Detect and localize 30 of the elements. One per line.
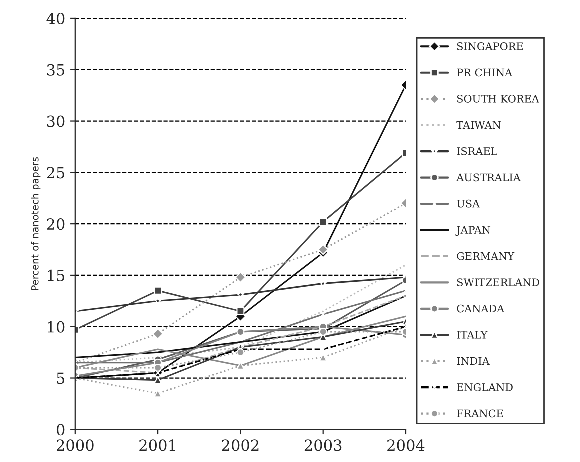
x-tick-label: 2000 xyxy=(56,440,94,452)
legend-label: SWITZERLAND xyxy=(457,278,540,286)
y-tick-label: 5 xyxy=(57,372,64,384)
y-tick-label: 15 xyxy=(48,270,64,282)
y-tick-label: 10 xyxy=(48,321,65,333)
y-tick-label: 20 xyxy=(47,218,65,230)
y-tick-label: 25 xyxy=(47,167,64,179)
x-tick-label: 2003 xyxy=(304,440,342,452)
legend-label: SINGAPORE xyxy=(457,42,523,50)
legend-label: SOUTH KOREA xyxy=(457,95,540,103)
legend-label: FRANCE xyxy=(457,410,504,418)
y-tick-label: 0 xyxy=(56,424,65,436)
legend-label: INDIA xyxy=(457,357,490,366)
legend-label: CANADA xyxy=(457,304,505,313)
legend-label: ENGLAND xyxy=(457,384,513,392)
legend-label: GERMANY xyxy=(457,252,515,260)
x-tick-label: 2002 xyxy=(222,440,259,452)
legend-label: PR CHINA xyxy=(457,68,513,77)
legend-label: ITALY xyxy=(457,331,488,339)
y-tick-label: 40 xyxy=(46,12,65,24)
x-tick-label: 2001 xyxy=(140,440,176,452)
legend-label: ISRAEL xyxy=(457,147,498,156)
legend-label: AUSTRALIA xyxy=(456,174,521,182)
y-tick-label: 30 xyxy=(47,116,65,128)
y-tick-label: 35 xyxy=(47,64,64,76)
y-axis-title: Percent of nanotech papers xyxy=(31,158,41,290)
legend-label: TAIWAN xyxy=(456,121,501,130)
x-tick-label: 2004 xyxy=(388,440,425,452)
legend-label: USA xyxy=(457,200,480,208)
legend-label: JAPAN xyxy=(456,226,491,236)
